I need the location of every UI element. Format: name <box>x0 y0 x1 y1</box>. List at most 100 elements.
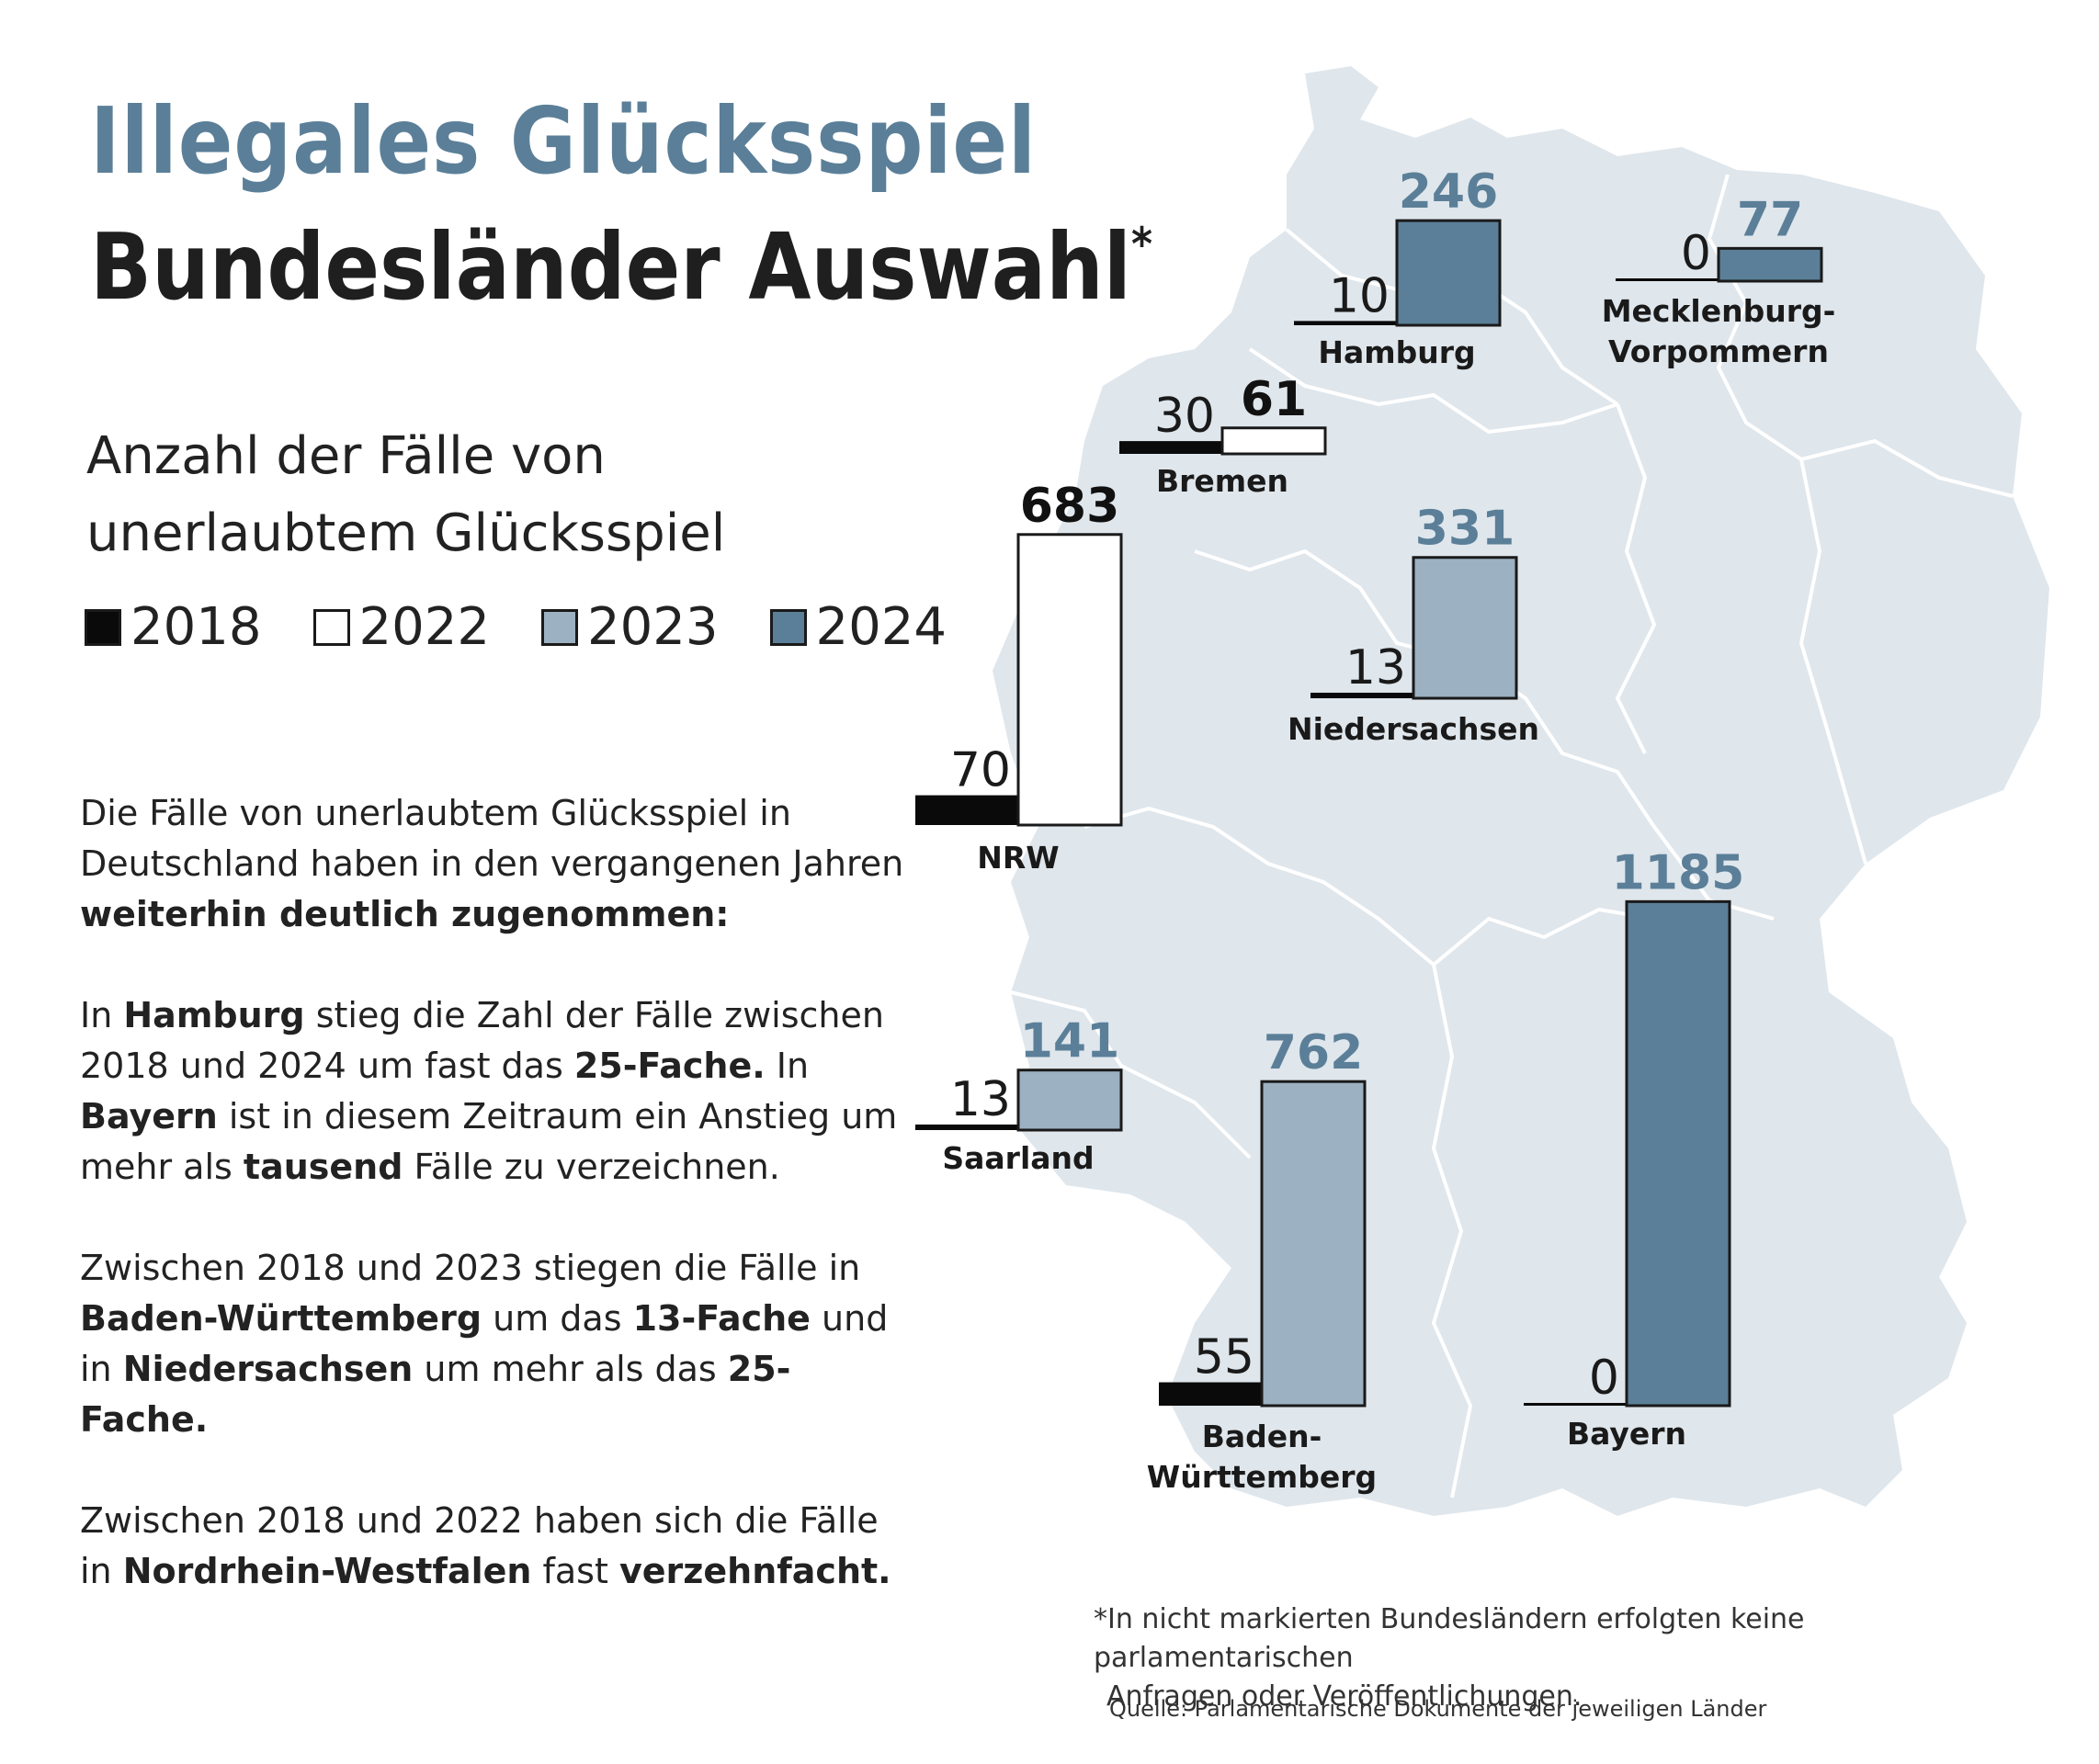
value-label-2018: 70 <box>950 743 1011 798</box>
body-text-run: Zwischen 2018 und 2022 haben sich die Fä… <box>80 1500 879 1591</box>
category-label: Mecklenburg- <box>1602 293 1836 329</box>
category-label: Hamburg <box>1318 334 1475 370</box>
value-label-2023: 331 <box>1415 502 1515 557</box>
state-borders <box>1010 174 2014 1498</box>
value-label-2018: 13 <box>950 1072 1011 1127</box>
bar-2018 <box>915 795 1018 825</box>
body-text-run: um das <box>482 1298 633 1339</box>
body-emphasis: weiterhin deutlich zugenommen: <box>80 894 730 934</box>
legend-swatch <box>312 608 350 646</box>
footnote-line-1: *In nicht markierten Bundesländern erfol… <box>1094 1603 1805 1674</box>
body-emphasis: verzehnfacht. <box>618 1551 891 1591</box>
body-text-run: fast <box>531 1551 619 1591</box>
value-label-2018: 30 <box>1154 389 1215 444</box>
body-text-run: und in <box>80 1298 889 1389</box>
bar-group-Bremen: 30 61 Bremen <box>1119 372 1327 499</box>
bar-2024 <box>1625 899 1731 1408</box>
legend-label: 2018 <box>130 597 262 657</box>
bar-2024 <box>1717 246 1823 283</box>
bar-2018 <box>915 1124 1018 1130</box>
category-label: Baden- <box>1202 1419 1322 1454</box>
body-paragraph: Zwischen 2018 und 2022 haben sich die Fä… <box>80 1496 907 1597</box>
body-text-run: In <box>765 1046 810 1086</box>
value-label-2024: 77 <box>1737 192 1803 247</box>
body-emphasis: Niedersachsen <box>122 1349 414 1389</box>
value-label-2018: 10 <box>1329 268 1390 323</box>
bar-2023 <box>1260 1080 1367 1408</box>
body-paragraph: Die Fälle von unerlaubtem Glücksspiel in… <box>80 788 907 940</box>
bar-2022 <box>1220 426 1327 456</box>
heading-asterisk: * <box>1130 217 1152 271</box>
legend-label: 2022 <box>358 597 491 657</box>
body-emphasis: 25-Fache. <box>573 1046 766 1086</box>
body-emphasis: 13-Fache <box>632 1298 811 1339</box>
bar-2018 <box>1616 278 1719 281</box>
legend-item-2024: 2024 <box>769 597 947 657</box>
subtitle-line-2: unerlaubtem Glücksspiel <box>86 503 726 563</box>
bar-2023 <box>1016 1069 1123 1132</box>
subtitle-line-1: Anzahl der Fälle von <box>86 426 606 486</box>
value-label-2022: 683 <box>1020 479 1120 534</box>
body-text-run: um mehr als das <box>413 1349 728 1389</box>
legend-item-2018: 2018 <box>85 597 262 657</box>
category-label: Vorpommern <box>1608 334 1829 369</box>
value-label-2023: 762 <box>1264 1025 1364 1080</box>
bar-2024 <box>1395 219 1502 327</box>
body-text-run: In <box>80 995 124 1035</box>
bar-2018 <box>1119 441 1222 454</box>
category-label: NRW <box>977 840 1059 876</box>
value-label-2024: 246 <box>1399 164 1499 220</box>
bar-group-NRW: 70 683 NRW <box>915 479 1123 876</box>
bar-2018 <box>1310 692 1413 698</box>
value-label-2023: 141 <box>1020 1014 1120 1069</box>
body-text: Die Fälle von unerlaubtem Glücksspiel in… <box>80 788 907 1647</box>
footnote-line-2: Anfragen oder Veröffentlichungen. <box>1106 1680 1583 1713</box>
bar-group-Baden-Württemberg: 55 762 Baden- Württemberg <box>1147 1025 1377 1495</box>
source-note: Quelle: Parlamentarische Dokumente der j… <box>1109 1696 1767 1722</box>
legend: 2018 2022 2023 2024 <box>85 597 998 657</box>
bar-group-Mecklenburg-Vorpommern: 0 77 Mecklenburg- Vorpommern <box>1602 192 1836 369</box>
body-text-run: stieg die Zahl der Fälle zwischen 2018 u… <box>80 995 884 1086</box>
category-label: Niedersachsen <box>1288 711 1539 747</box>
chart-subtitle: Anzahl der Fälle von unerlaubtem Glückss… <box>86 418 913 572</box>
body-text-run: Zwischen 2018 und 2023 stiegen die Fälle… <box>80 1248 861 1288</box>
bar-2018 <box>1524 1403 1627 1406</box>
chart-heading: Bundesländer Auswahl* <box>90 213 1152 321</box>
category-label: Saarland <box>942 1140 1094 1176</box>
body-emphasis: Baden-Württemberg <box>80 1298 482 1339</box>
value-label-2024: 1185 <box>1612 845 1745 900</box>
value-label-2018: 55 <box>1194 1330 1254 1385</box>
bar-group-Bayern: 0 1185 Bayern <box>1524 845 1744 1452</box>
chart-title: Illegales Glücksspiel <box>90 87 1037 195</box>
heading-text: Bundesländer Auswahl <box>90 213 1131 321</box>
legend-swatch <box>541 608 579 646</box>
body-paragraph: In Hamburg stieg die Zahl der Fälle zwis… <box>80 990 907 1193</box>
body-text-run: ist in diesem Zeitraum ein Anstieg um me… <box>80 1096 898 1187</box>
body-emphasis: Hamburg <box>123 995 305 1035</box>
body-text-run: Fälle zu verzeichnen. <box>403 1147 780 1187</box>
legend-swatch <box>85 608 121 646</box>
legend-item-2022: 2022 <box>312 597 491 657</box>
bar-group-Niedersachsen: 13 331 Niedersachsen <box>1288 502 1539 747</box>
footnote: *In nicht markierten Bundesländern erfol… <box>1094 1600 2068 1716</box>
bar-2018 <box>1294 321 1397 325</box>
value-label-2018: 13 <box>1345 640 1406 695</box>
legend-label: 2023 <box>587 597 719 657</box>
value-label-2022: 61 <box>1241 372 1307 427</box>
legend-label: 2024 <box>815 597 947 657</box>
category-label: Bremen <box>1156 463 1288 499</box>
body-emphasis: Bayern <box>80 1096 218 1136</box>
bar-2018 <box>1159 1382 1262 1406</box>
bar-2023 <box>1412 556 1518 700</box>
legend-item-2023: 2023 <box>541 597 719 657</box>
value-label-2018: 0 <box>1681 226 1711 281</box>
body-text-run: Die Fälle von unerlaubtem Glücksspiel in… <box>80 793 904 884</box>
legend-swatch <box>769 608 807 646</box>
value-label-2018: 0 <box>1589 1351 1619 1406</box>
category-label: Bayern <box>1567 1416 1686 1452</box>
body-paragraph: Zwischen 2018 und 2023 stiegen die Fälle… <box>80 1243 907 1445</box>
